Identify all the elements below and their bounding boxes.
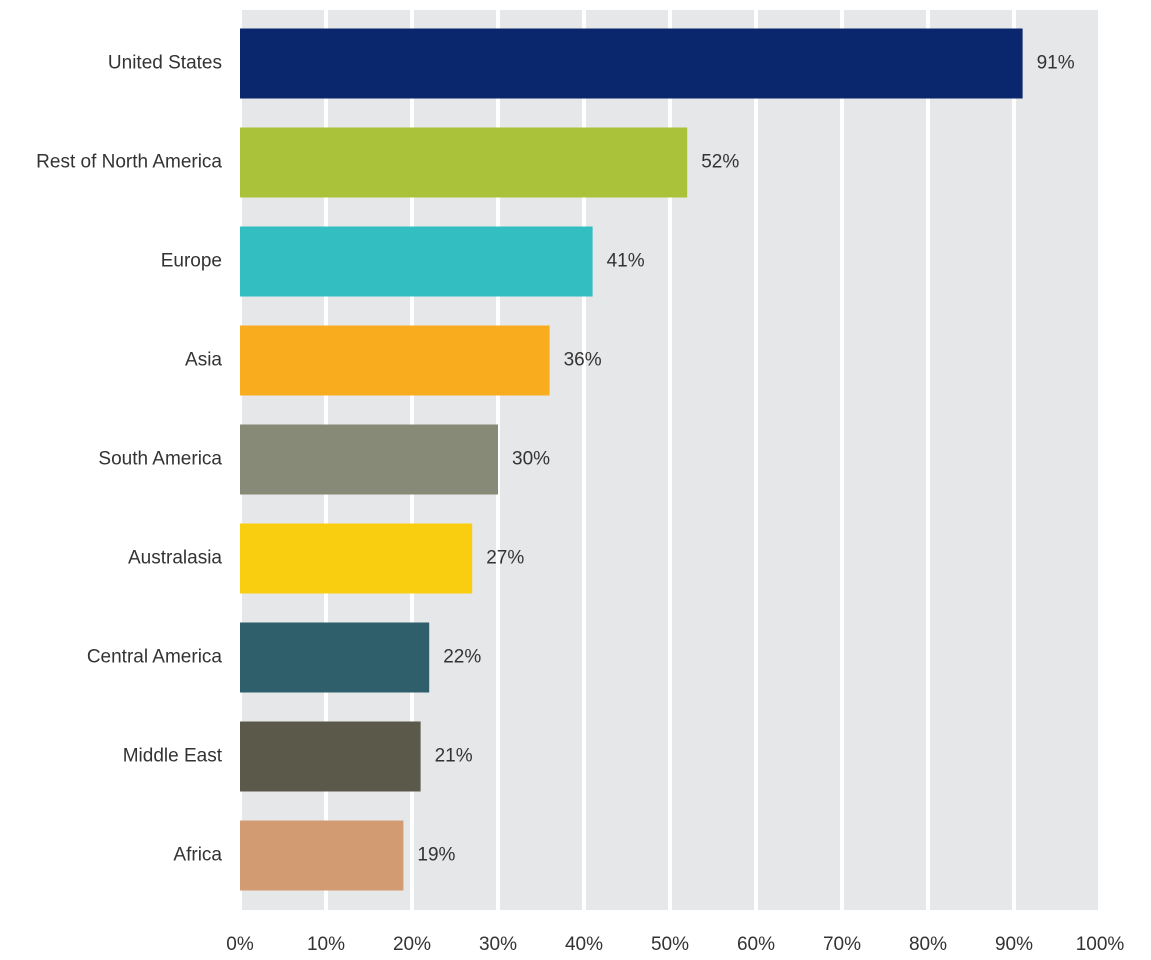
data-label: 22% <box>443 647 481 668</box>
x-tick-label: 80% <box>909 934 947 955</box>
data-label: 52% <box>701 152 739 173</box>
x-tick-label: 30% <box>479 934 517 955</box>
x-tick-label: 0% <box>226 934 254 955</box>
x-tick-label: 60% <box>737 934 775 955</box>
bar <box>240 226 593 297</box>
bar <box>240 127 688 198</box>
y-tick-label: Europe <box>161 251 222 272</box>
x-tick-label: 100% <box>1076 934 1125 955</box>
y-tick-label: Middle East <box>123 746 223 767</box>
data-label: 30% <box>512 449 550 470</box>
data-label: 19% <box>417 845 455 866</box>
data-label: 41% <box>607 251 645 272</box>
bar <box>240 523 473 594</box>
x-tick-label: 40% <box>565 934 603 955</box>
y-tick-label: Rest of North America <box>36 152 222 173</box>
bar <box>240 424 498 495</box>
data-label: 36% <box>564 350 602 371</box>
bar <box>240 820 404 891</box>
y-tick-label: Africa <box>173 845 222 866</box>
data-label: 21% <box>435 746 473 767</box>
x-tick-label: 50% <box>651 934 689 955</box>
x-tick-label: 20% <box>393 934 431 955</box>
data-label: 91% <box>1037 53 1075 74</box>
data-label: 27% <box>486 548 524 569</box>
bar <box>240 721 421 792</box>
y-tick-label: Central America <box>87 647 223 668</box>
x-tick-label: 70% <box>823 934 861 955</box>
y-tick-label: United States <box>108 53 222 74</box>
bar <box>240 325 550 396</box>
y-tick-label: Australasia <box>128 548 222 569</box>
bar <box>240 622 430 693</box>
y-tick-label: Asia <box>185 350 222 371</box>
x-tick-label: 10% <box>307 934 345 955</box>
x-tick-label: 90% <box>995 934 1033 955</box>
bar <box>240 28 1023 99</box>
y-tick-label: South America <box>98 449 222 470</box>
